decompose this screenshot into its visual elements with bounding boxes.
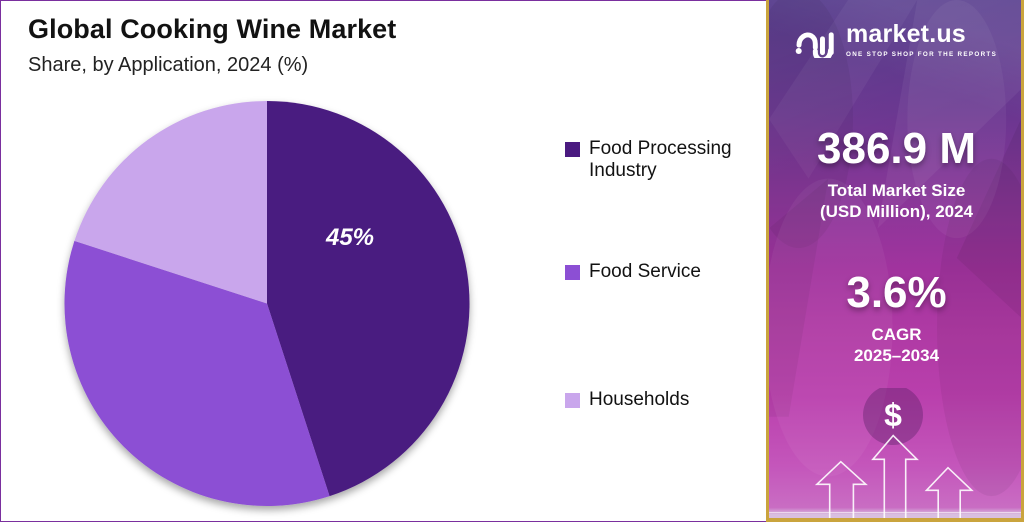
svg-text:45%: 45% <box>325 224 374 251</box>
svg-text:$: $ <box>884 397 902 433</box>
